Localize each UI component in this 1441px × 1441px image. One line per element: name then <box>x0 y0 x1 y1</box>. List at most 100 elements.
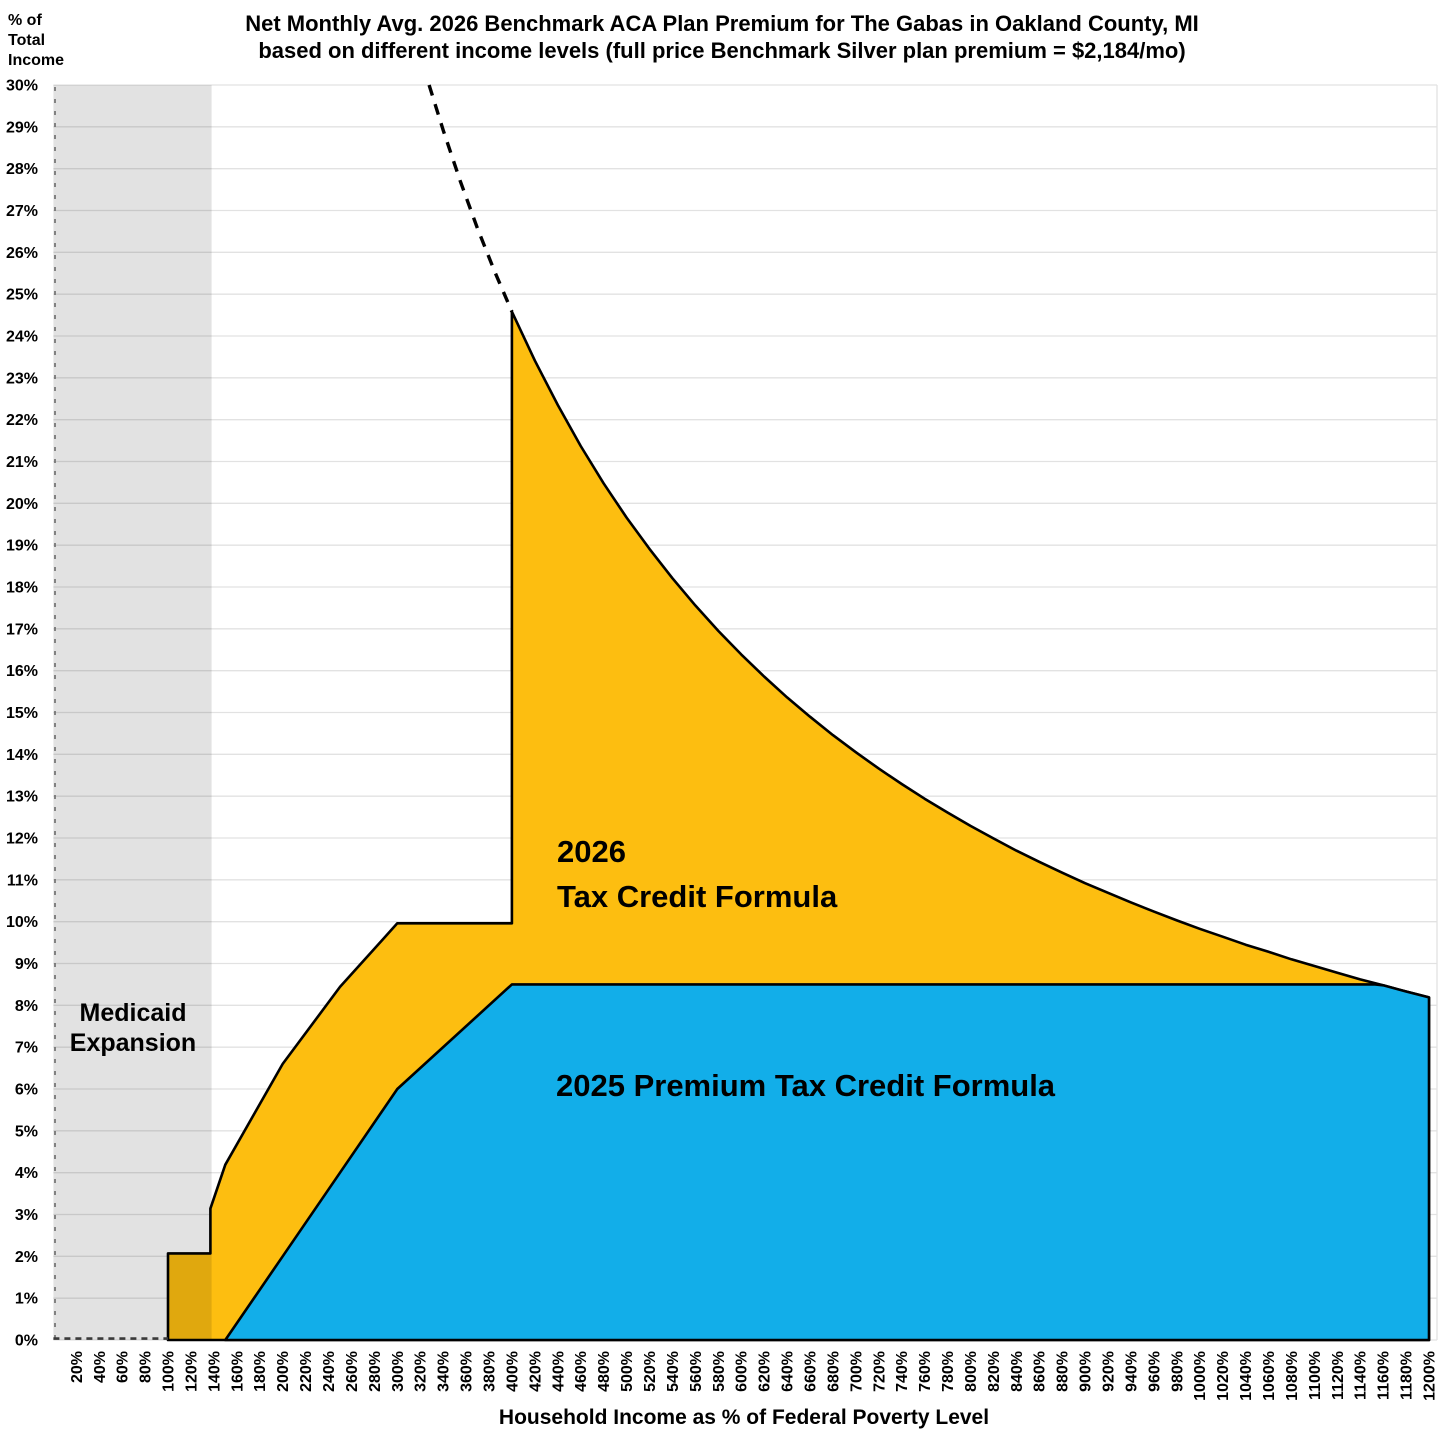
series-areas <box>166 84 1431 1342</box>
y-tick-label: 7% <box>15 1040 38 1057</box>
x-tick-label: 520% <box>642 1351 659 1392</box>
y-tick-label: 26% <box>6 245 38 262</box>
y-tick-label: 12% <box>6 831 38 848</box>
medicaid-label-line1: Medicaid <box>80 999 187 1027</box>
x-tick-label: 180% <box>252 1351 269 1392</box>
y-tick-label: 22% <box>6 412 38 429</box>
x-tick-label: 540% <box>665 1351 682 1392</box>
x-tick-label: 900% <box>1078 1351 1095 1392</box>
x-axis-title: Household Income as % of Federal Poverty… <box>499 1406 989 1429</box>
y-tick-label: 0% <box>15 1333 38 1350</box>
x-tick-label: 980% <box>1169 1351 1186 1392</box>
x-tick-label: 820% <box>986 1351 1003 1392</box>
y-tick-label: 14% <box>6 747 38 764</box>
y-tick-label: 5% <box>15 1123 38 1140</box>
x-tick-label: 500% <box>619 1351 636 1392</box>
x-tick-label: 1000% <box>1192 1351 1209 1401</box>
x-tick-label: 1020% <box>1215 1351 1232 1401</box>
y-tick-label: 3% <box>15 1207 38 1224</box>
x-tick-label: 420% <box>527 1351 544 1392</box>
x-tick-label: 440% <box>550 1351 567 1392</box>
y-tick-label: 23% <box>6 370 38 387</box>
x-tick-label: 800% <box>963 1351 980 1392</box>
x-tick-labels: 20% 40% 60% 80% 100% 120% 140% 160% 180% 200% 220%… <box>69 1351 1439 1401</box>
x-tick-label: 120% <box>183 1351 200 1392</box>
x-tick-label: 580% <box>711 1351 728 1392</box>
x-tick-label: 1180% <box>1399 1351 1416 1400</box>
x-tick-label: 740% <box>894 1351 911 1392</box>
x-tick-label: 1200% <box>1421 1351 1438 1401</box>
x-tick-label: 160% <box>229 1351 246 1392</box>
y-tick-label: 10% <box>6 914 38 931</box>
x-tick-label: 1140% <box>1353 1351 1370 1400</box>
y-tick-label: 13% <box>6 789 38 806</box>
x-tick-label: 920% <box>1101 1351 1118 1392</box>
x-tick-label: 1060% <box>1261 1351 1278 1401</box>
x-tick-label: 320% <box>413 1351 430 1392</box>
y-tick-label: 16% <box>6 663 38 680</box>
y-tick-label: 25% <box>6 287 38 304</box>
x-tick-label: 360% <box>459 1351 476 1392</box>
chart-title-line2: based on different income levels (full p… <box>258 38 1185 63</box>
x-tick-label: 680% <box>825 1351 842 1392</box>
area-2026-label-line1: 2026 <box>557 834 626 869</box>
x-tick-label: 700% <box>848 1351 865 1392</box>
x-tick-label: 280% <box>367 1351 384 1392</box>
y-tick-label: 2% <box>15 1249 38 1266</box>
x-tick-label: 600% <box>734 1351 751 1392</box>
x-tick-label: 780% <box>940 1351 957 1392</box>
y-axis-corner-label-line1: % of <box>8 12 42 29</box>
y-tick-label: 30% <box>6 78 38 95</box>
x-tick-label: 880% <box>1055 1351 1072 1392</box>
x-tick-label: 480% <box>596 1351 613 1392</box>
x-tick-label: 1080% <box>1284 1351 1301 1401</box>
x-tick-label: 260% <box>344 1351 361 1392</box>
y-axis-corner-label-line3: Income <box>8 52 64 69</box>
x-tick-label: 1160% <box>1376 1351 1393 1400</box>
medicaid-label-line2: Expansion <box>70 1029 196 1057</box>
x-tick-label: 40% <box>92 1351 109 1383</box>
x-tick-label: 340% <box>436 1351 453 1392</box>
x-tick-label: 660% <box>802 1351 819 1392</box>
y-axis-corner-label-line2: Total <box>8 32 45 49</box>
x-tick-label: 1100% <box>1307 1351 1324 1400</box>
x-tick-label: 100% <box>161 1351 178 1392</box>
x-tick-label: 760% <box>917 1351 934 1392</box>
x-tick-label: 1040% <box>1238 1351 1255 1401</box>
y-tick-label: 27% <box>6 203 38 220</box>
medicaid-overlay <box>53 85 212 1341</box>
x-tick-label: 460% <box>573 1351 590 1392</box>
x-tick-label: 80% <box>138 1351 155 1383</box>
chart-title-line1: Net Monthly Avg. 2026 Benchmark ACA Plan… <box>245 11 1199 36</box>
y-tick-label: 11% <box>7 872 38 889</box>
x-tick-label: 560% <box>688 1351 705 1392</box>
y-tick-label: 9% <box>15 956 38 973</box>
y-tick-label: 8% <box>15 998 38 1015</box>
y-tick-label: 15% <box>6 705 38 722</box>
x-tick-label: 960% <box>1146 1351 1163 1392</box>
x-tick-label: 640% <box>780 1351 797 1392</box>
x-tick-label: 200% <box>275 1351 292 1392</box>
x-tick-label: 620% <box>757 1351 774 1392</box>
full-premium-dashed-line <box>427 84 514 313</box>
x-tick-label: 240% <box>321 1351 338 1392</box>
area-2025-label: 2025 Premium Tax Credit Formula <box>556 1068 1056 1103</box>
y-tick-label: 17% <box>6 621 38 638</box>
y-tick-label: 4% <box>15 1165 38 1182</box>
area-2025-premium-tax-credit-formula <box>224 983 1431 1342</box>
y-tick-label: 29% <box>6 119 38 136</box>
y-tick-label: 21% <box>6 454 38 471</box>
y-tick-label: 20% <box>6 496 38 513</box>
y-tick-label: 19% <box>6 538 38 555</box>
y-tick-label: 24% <box>6 329 38 346</box>
x-tick-label: 940% <box>1123 1351 1140 1392</box>
y-tick-label: 18% <box>6 580 38 597</box>
area-2026-label-line2: Tax Credit Formula <box>557 879 838 914</box>
x-tick-label: 300% <box>390 1351 407 1392</box>
y-tick-label: 6% <box>15 1082 38 1099</box>
x-tick-label: 840% <box>1009 1351 1026 1392</box>
x-tick-label: 60% <box>115 1351 132 1383</box>
x-tick-label: 720% <box>871 1351 888 1392</box>
